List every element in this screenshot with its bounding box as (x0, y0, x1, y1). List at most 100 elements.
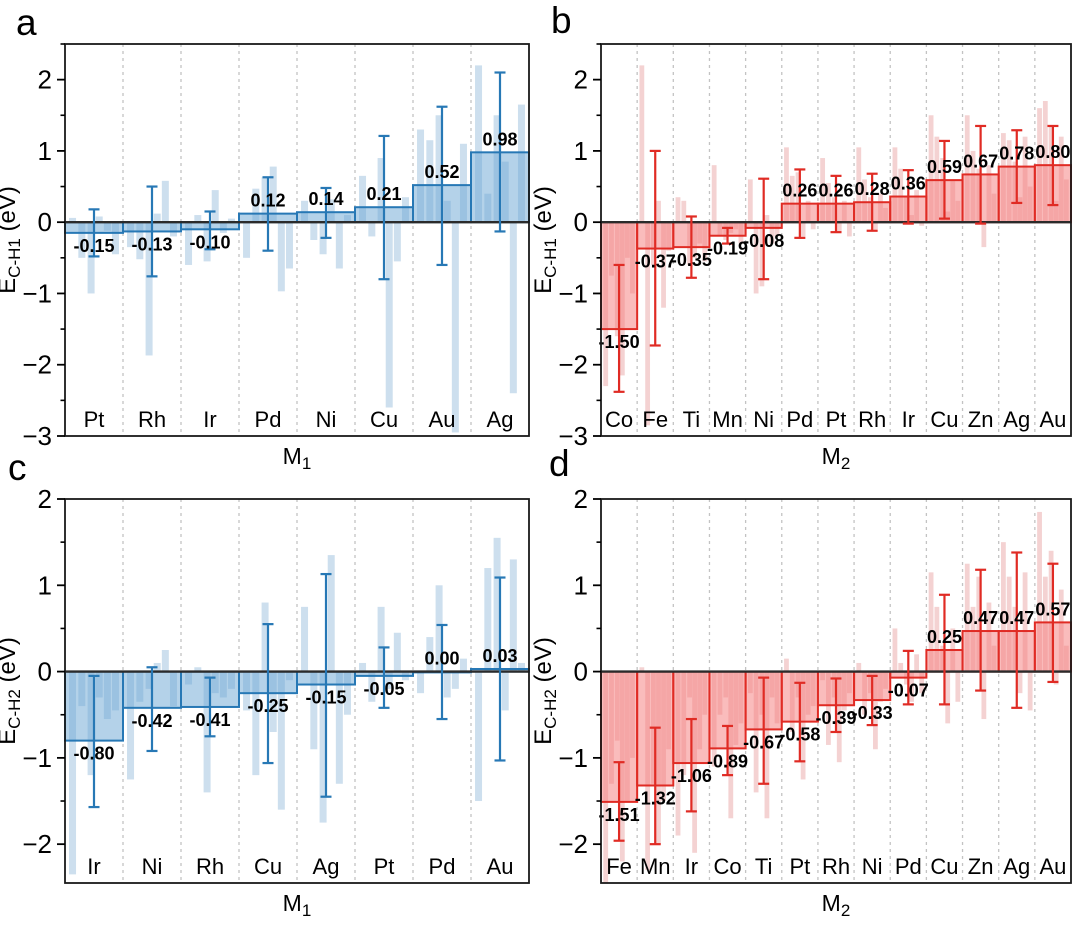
error-bar-Au (436, 105, 448, 267)
background-bar-Ti (681, 200, 687, 223)
background-bar-Ag (1006, 576, 1012, 672)
y-tick-label: −3 (558, 421, 588, 451)
background-bar-Cu (928, 572, 934, 672)
background-bar-Rh (136, 222, 144, 260)
error-bar-Mn (649, 726, 661, 846)
background-bar-Au (435, 115, 443, 223)
background-bar-Au (426, 140, 434, 223)
x-category-label-Ir: Ir (685, 854, 698, 879)
error-bar-Ag (494, 71, 506, 233)
error-bar-Ir (88, 674, 100, 809)
background-bar-Zn (964, 563, 970, 672)
value-label-Rh: -0.41 (189, 710, 230, 730)
background-bar-Pd (426, 637, 434, 672)
error-bar-Ir (685, 717, 697, 813)
panel-c: -0.80 -0.42 -0.41 -0.25 -0.15 -0.05 0.00 0.03 −2… (0, 484, 530, 920)
error-bar-Zn (975, 124, 987, 225)
panel-letter-c: c (8, 447, 27, 488)
background-bar-Ag (509, 222, 517, 394)
background-bar-Rh (145, 222, 153, 356)
background-bar-Pd (451, 671, 459, 689)
error-bar-Ti (685, 215, 697, 279)
x-category-label-Au: Au (429, 407, 456, 432)
y-tick-label: 2 (574, 484, 588, 514)
x-category-label-Pd: Pd (255, 407, 282, 432)
background-bar-Pt (846, 222, 852, 237)
background-bar-Pd (243, 222, 251, 258)
x-category-label-Rh: Rh (196, 854, 224, 879)
value-label-Ni: -0.33 (852, 703, 893, 723)
error-bar-Pt (88, 208, 100, 258)
background-bar-Au (484, 568, 492, 672)
background-bar-Pt (784, 658, 789, 672)
value-label-Pd: 0.26 (782, 181, 817, 201)
background-bar-Ir (211, 190, 219, 223)
error-bar-Rh (204, 676, 216, 738)
background-bar-Pd (443, 671, 451, 698)
value-label-Cu: 0.25 (927, 627, 962, 647)
background-bar-Ag (1000, 542, 1006, 672)
background-bar-Ir (69, 671, 77, 875)
x-category-label-Ag: Ag (1003, 854, 1030, 879)
x-category-label-Ag: Ag (313, 854, 340, 879)
y-tick-label: 0 (38, 207, 52, 237)
error-bar-Rh (866, 172, 878, 232)
error-bar-Ni (146, 666, 158, 753)
value-label-Co: -1.50 (599, 332, 640, 352)
x-category-label-Co: Co (713, 854, 741, 879)
value-label-Ag: 0.98 (482, 129, 517, 149)
value-label-Ni: -0.08 (743, 231, 784, 251)
background-bar-Zn (981, 671, 987, 720)
value-label-Mn: -1.32 (635, 788, 676, 808)
background-bar-Pt (359, 662, 367, 672)
value-label-Pd: 0.00 (424, 649, 459, 669)
panel-a: -0.15 -0.13 -0.10 0.12 0.14 0.21 0.52 0.98 −3 −2 −… (0, 43, 530, 473)
x-category-label-Ni: Ni (316, 407, 337, 432)
background-bar-Pd (914, 654, 920, 672)
background-bar-Pd (800, 222, 806, 237)
y-tick-label: 1 (38, 570, 52, 600)
x-category-label-Cu: Cu (254, 854, 282, 879)
value-label-Ag: 0.78 (999, 144, 1034, 164)
y-tick-label: −1 (558, 743, 588, 773)
x-category-label-Pd: Pd (786, 407, 813, 432)
background-bar-Au (517, 662, 525, 672)
background-bar-Pd (269, 166, 277, 223)
error-bar-Au (1047, 124, 1059, 207)
background-bar-Pd (459, 658, 467, 672)
x-category-label-Mn: Mn (640, 854, 671, 879)
error-bar-Pt (378, 646, 390, 709)
y-tick-label: 1 (38, 136, 52, 166)
panel-letter-b: b (551, 0, 572, 41)
value-label-Zn: 0.47 (963, 608, 998, 628)
background-bar-Ag (1022, 572, 1028, 672)
background-bar-Cu (934, 606, 940, 672)
background-bar-Au (1053, 671, 1059, 685)
background-bar-Rh (161, 180, 169, 223)
background-bar-Pt (87, 222, 95, 294)
background-bar-Pd (252, 188, 260, 223)
x-axis-title: M1 (283, 443, 312, 473)
error-bar-Zn (975, 568, 987, 692)
background-bar-Zn (964, 115, 970, 223)
background-bar-Pd (285, 222, 293, 269)
background-bar-Cu (928, 115, 934, 223)
x-category-label-Pt: Pt (374, 854, 395, 879)
y-tick-label: −2 (558, 829, 588, 859)
background-bar-Fe (639, 65, 645, 223)
error-bar-Ag (1011, 129, 1023, 205)
background-bar-Cu (955, 671, 961, 702)
axes-frame (64, 43, 530, 437)
value-label-Cu: 0.21 (366, 184, 401, 204)
background-bar-Au (1042, 101, 1048, 223)
value-label-Au: 0.03 (482, 646, 517, 666)
x-category-label-Ni: Ni (142, 854, 163, 879)
background-bar-Zn (981, 222, 987, 248)
x-category-label-Pt: Pt (789, 854, 810, 879)
background-bar-Ni (764, 215, 770, 223)
y-tick-label: 2 (38, 65, 52, 95)
background-bar-Pt (393, 632, 401, 672)
axes-frame (600, 498, 1072, 884)
error-bar-Co (613, 263, 625, 393)
